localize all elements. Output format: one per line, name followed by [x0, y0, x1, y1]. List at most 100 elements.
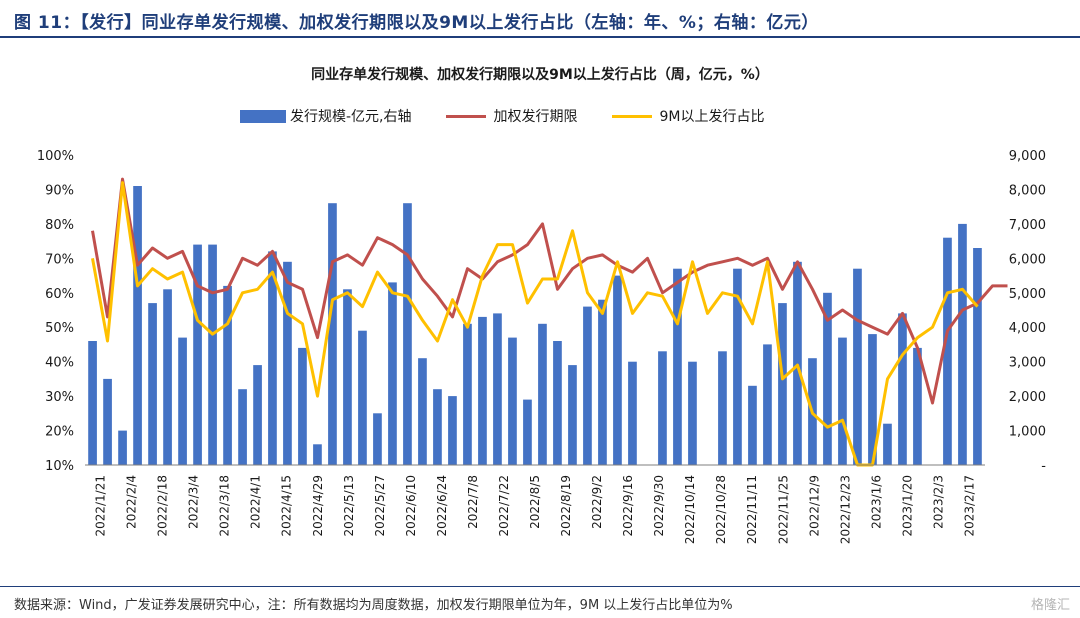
legend-label-bar: 发行规模-亿元,右轴 — [290, 109, 412, 125]
x-tick-27: 2023/2/3 — [931, 475, 945, 529]
bar-8 — [208, 244, 217, 465]
x-tick-28: 2023/2/17 — [963, 475, 977, 537]
title-rule — [0, 36, 1080, 38]
right-tick-6: 6,000 — [1009, 252, 1046, 267]
bar-16 — [328, 203, 337, 465]
x-tick-7: 2022/4/29 — [311, 475, 325, 537]
x-tick-0: 2022/1/21 — [94, 475, 108, 537]
series-line-weighted-tenor — [91, 177, 1008, 405]
bar-29 — [523, 399, 532, 465]
x-tick-4: 2022/3/18 — [218, 475, 232, 537]
bar-11 — [253, 365, 262, 465]
bar-43 — [733, 268, 742, 465]
left-tick-0: 10% — [45, 459, 74, 474]
bar-9 — [223, 285, 232, 465]
legend-swatch-yellow — [611, 114, 652, 118]
bar-45 — [763, 344, 772, 465]
x-tick-20: 2022/10/28 — [714, 475, 728, 544]
x-tick-2: 2022/2/18 — [156, 475, 170, 537]
right-tick-9: 9,000 — [1009, 149, 1046, 164]
x-tick-1: 2022/2/4 — [125, 475, 139, 529]
right-tick-1: 1,000 — [1009, 425, 1046, 440]
x-tick-17: 2022/9/16 — [621, 475, 635, 537]
legend-swatch-bar — [240, 109, 286, 123]
legend-item-yellow: 9M以上发行占比 — [611, 106, 765, 126]
left-tick-2: 30% — [45, 390, 74, 405]
x-tick-15: 2022/8/19 — [559, 475, 573, 537]
bar-49 — [823, 292, 832, 465]
right-tick-3: 3,000 — [1009, 356, 1046, 371]
x-tick-10: 2022/6/10 — [404, 475, 418, 537]
left-tick-7: 80% — [45, 218, 74, 233]
bar-14 — [298, 347, 307, 465]
bar-17 — [343, 289, 352, 465]
x-tick-25: 2023/1/6 — [869, 475, 883, 529]
bar-55 — [913, 347, 922, 465]
legend-item-red: 加权发行期限 — [445, 106, 578, 126]
legend-label-yellow: 9M以上发行占比 — [659, 109, 765, 125]
bar-51 — [853, 268, 862, 465]
bar-25 — [463, 323, 472, 465]
bar-1 — [103, 378, 112, 465]
bar-18 — [358, 330, 367, 465]
bar-31 — [553, 341, 562, 465]
bar-52 — [868, 334, 877, 465]
left-tick-4: 50% — [45, 321, 74, 336]
bar-39 — [673, 268, 682, 465]
right-tick-4: 4,000 — [1009, 321, 1046, 336]
x-tick-22: 2022/11/25 — [776, 475, 790, 544]
bar-13 — [283, 261, 292, 465]
bar-5 — [163, 289, 172, 465]
left-tick-3: 40% — [45, 356, 74, 371]
chart-title: 同业存单发行规模、加权发行期限以及9M以上发行占比（周，亿元，%） — [311, 67, 769, 83]
chart-plot: 10% 20% 30% 40% 50% 60% 70% 80% 90% 100% - 1,000 2,0… — [37, 149, 1046, 544]
right-tick-7: 7,000 — [1009, 218, 1046, 233]
bar-2 — [118, 430, 127, 465]
x-tick-6: 2022/4/15 — [280, 475, 294, 537]
x-tick-21: 2022/11/11 — [745, 475, 759, 544]
x-tick-9: 2022/5/27 — [373, 475, 387, 537]
right-tick-0: - — [1041, 459, 1046, 474]
bar-24 — [448, 396, 457, 465]
bar-28 — [508, 337, 517, 465]
bar-7 — [193, 244, 202, 465]
bar-44 — [748, 385, 757, 465]
x-tick-18: 2022/9/30 — [652, 475, 666, 537]
x-tick-5: 2022/4/1 — [249, 475, 263, 529]
x-tick-3: 2022/3/4 — [187, 475, 201, 529]
bar-32 — [568, 365, 577, 465]
bar-40 — [688, 361, 697, 465]
bar-34 — [598, 299, 607, 465]
x-tick-26: 2023/1/20 — [900, 475, 914, 537]
left-tick-6: 70% — [45, 252, 74, 267]
bar-22 — [418, 358, 427, 465]
series-line-9m-share — [91, 181, 979, 467]
source-rule — [0, 586, 1080, 587]
chart-legend: 发行规模-亿元,右轴 加权发行期限 9M以上发行占比 — [240, 106, 799, 126]
bar-57 — [943, 237, 952, 465]
bar-0 — [88, 341, 97, 465]
bar-27 — [493, 313, 502, 465]
bar-46 — [778, 303, 787, 465]
legend-label-red: 加权发行期限 — [493, 109, 578, 125]
bar-59 — [973, 248, 982, 465]
bar-33 — [583, 306, 592, 465]
left-tick-5: 60% — [45, 287, 74, 302]
bar-58 — [958, 223, 967, 465]
x-tick-11: 2022/6/24 — [435, 475, 449, 537]
bar-35 — [613, 275, 622, 465]
x-tick-14: 2022/8/5 — [528, 475, 542, 529]
legend-item-bar: 发行规模-亿元,右轴 — [240, 106, 412, 126]
right-tick-2: 2,000 — [1009, 390, 1046, 405]
left-tick-9: 100% — [37, 149, 74, 164]
x-tick-8: 2022/5/13 — [342, 475, 356, 537]
bar-26 — [478, 316, 487, 465]
bar-36 — [628, 361, 637, 465]
bar-50 — [838, 337, 847, 465]
bar-15 — [313, 444, 322, 465]
bar-4 — [148, 303, 157, 465]
bar-53 — [883, 423, 892, 465]
bar-47 — [793, 261, 802, 465]
left-tick-1: 20% — [45, 425, 74, 440]
right-tick-8: 8,000 — [1009, 183, 1046, 198]
